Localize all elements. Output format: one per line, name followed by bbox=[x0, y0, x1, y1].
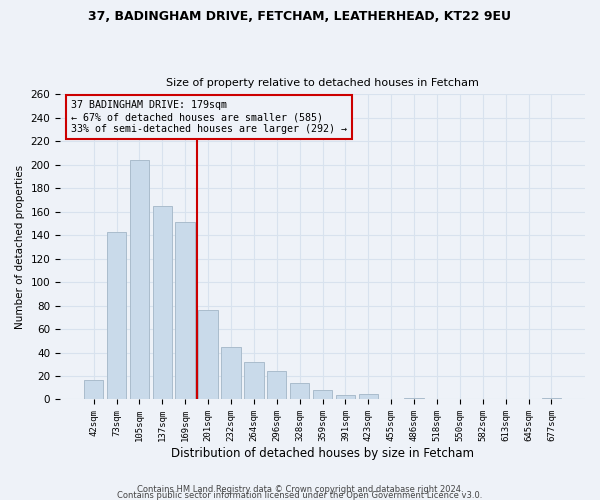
Bar bbox=[313, 390, 332, 400]
Bar bbox=[175, 222, 195, 400]
Bar bbox=[130, 160, 149, 400]
Bar bbox=[542, 398, 561, 400]
Bar bbox=[335, 395, 355, 400]
Bar bbox=[221, 346, 241, 400]
Bar bbox=[152, 206, 172, 400]
Bar bbox=[290, 383, 310, 400]
Bar bbox=[404, 398, 424, 400]
Title: Size of property relative to detached houses in Fetcham: Size of property relative to detached ho… bbox=[166, 78, 479, 88]
Bar bbox=[199, 310, 218, 400]
Bar bbox=[359, 394, 378, 400]
Text: 37 BADINGHAM DRIVE: 179sqm
← 67% of detached houses are smaller (585)
33% of sem: 37 BADINGHAM DRIVE: 179sqm ← 67% of deta… bbox=[71, 100, 347, 134]
Text: Contains HM Land Registry data © Crown copyright and database right 2024.: Contains HM Land Registry data © Crown c… bbox=[137, 484, 463, 494]
Text: Contains public sector information licensed under the Open Government Licence v3: Contains public sector information licen… bbox=[118, 490, 482, 500]
X-axis label: Distribution of detached houses by size in Fetcham: Distribution of detached houses by size … bbox=[171, 447, 474, 460]
Y-axis label: Number of detached properties: Number of detached properties bbox=[15, 165, 25, 329]
Bar bbox=[84, 380, 103, 400]
Bar bbox=[267, 372, 286, 400]
Text: 37, BADINGHAM DRIVE, FETCHAM, LEATHERHEAD, KT22 9EU: 37, BADINGHAM DRIVE, FETCHAM, LEATHERHEA… bbox=[89, 10, 511, 23]
Bar bbox=[107, 232, 126, 400]
Bar bbox=[244, 362, 263, 400]
